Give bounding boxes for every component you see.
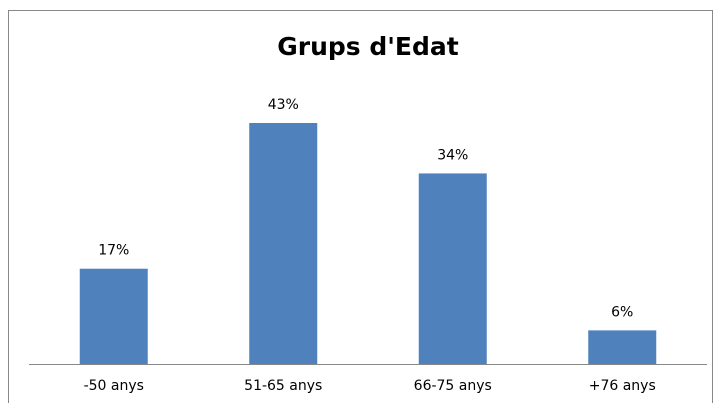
data-label: 34% xyxy=(437,147,468,163)
x-tick-label: 66-75 anys xyxy=(414,378,492,394)
chart-title: Grups d'Edat xyxy=(277,32,459,61)
bar xyxy=(249,123,318,364)
data-label: 6% xyxy=(611,304,633,320)
bar xyxy=(79,268,148,364)
x-tick-label: -50 anys xyxy=(84,378,144,394)
bar xyxy=(588,330,657,364)
data-label: 43% xyxy=(268,97,299,113)
x-tick-label: 51-65 anys xyxy=(244,378,322,394)
data-label: 17% xyxy=(98,243,129,259)
bar xyxy=(418,173,487,364)
x-tick-label: +76 anys xyxy=(589,378,656,394)
